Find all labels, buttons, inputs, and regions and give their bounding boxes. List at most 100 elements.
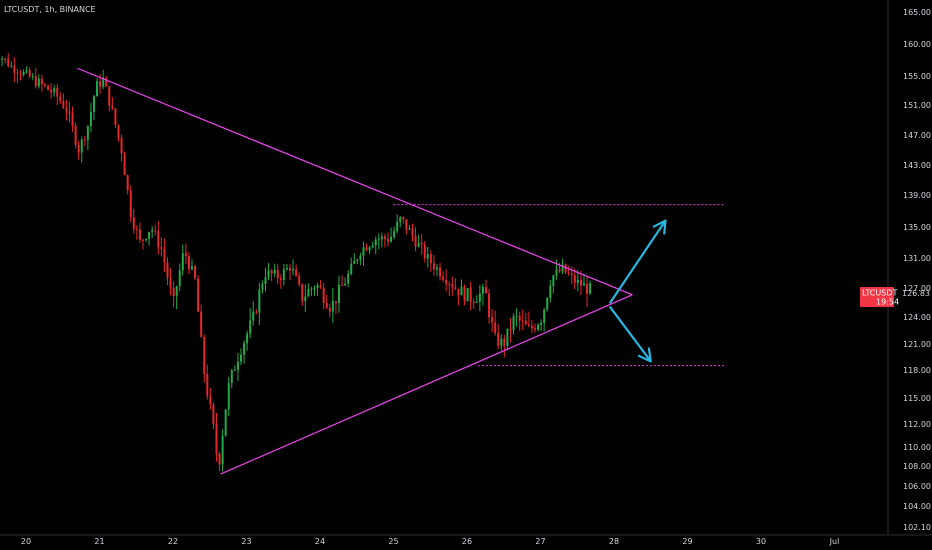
candle-body <box>350 263 353 274</box>
price-tick-label: 143.00 <box>903 161 931 170</box>
time-tick-label: 23 <box>241 537 251 546</box>
candle-body <box>420 242 423 245</box>
candle-body <box>34 76 37 87</box>
candle-body <box>19 73 22 75</box>
candle-body <box>429 254 432 264</box>
candle-body <box>132 217 135 229</box>
candle-body <box>356 259 359 261</box>
candle-body <box>276 269 279 279</box>
candle-body <box>331 301 334 312</box>
candle-body <box>589 283 592 294</box>
candle-body <box>53 88 56 93</box>
candle-body <box>157 231 160 248</box>
candle-body <box>89 111 92 127</box>
candle-body <box>16 72 19 74</box>
candle-body <box>108 86 111 106</box>
lower-trendline[interactable] <box>220 294 633 475</box>
candle-body <box>509 328 512 331</box>
candle-body <box>411 228 414 236</box>
candle-body <box>50 89 53 93</box>
candle-body <box>337 284 340 303</box>
price-tick-label: 131.00 <box>903 254 931 263</box>
candle-body <box>558 269 561 272</box>
candle-body <box>215 423 218 454</box>
candle-body <box>579 279 582 286</box>
candle-body <box>561 264 564 272</box>
candle-body <box>10 65 13 67</box>
candle-body <box>37 78 40 87</box>
candle-body <box>62 101 65 108</box>
candle-body <box>172 287 175 296</box>
candle-body <box>435 267 438 270</box>
candle-body <box>154 230 157 232</box>
candle-body <box>71 113 74 127</box>
candle-body <box>521 320 524 322</box>
candle-body <box>190 266 193 270</box>
candle-body <box>194 266 197 279</box>
candle-body <box>426 254 429 259</box>
candle-body <box>86 126 89 140</box>
candle-body <box>120 137 123 154</box>
candle-body <box>282 269 285 281</box>
breakout-up-arrow[interactable] <box>609 219 667 304</box>
candle-body <box>65 107 68 112</box>
breakdown-down-arrow[interactable] <box>609 306 652 363</box>
candle-body <box>7 59 10 67</box>
candle-body <box>203 336 206 374</box>
candle-body <box>537 324 540 330</box>
candle-body <box>1 58 4 60</box>
candle-body <box>402 217 405 220</box>
candle-body <box>380 236 383 240</box>
price-tick-label: 155.00 <box>903 72 931 81</box>
candle-body <box>301 284 304 302</box>
candle-body <box>546 298 549 310</box>
candle-body <box>292 269 295 271</box>
price-tick-label: 124.00 <box>903 313 931 322</box>
price-tag-symbol: LTCUSDT <box>862 289 897 298</box>
candle-body <box>543 309 546 323</box>
candle-body <box>22 71 25 75</box>
time-axis[interactable]: 20 21 22 23 24 25 26 27 28 29 30 Jul <box>21 537 839 546</box>
time-tick-label: 30 <box>756 537 766 546</box>
candle-body <box>377 239 380 241</box>
price-tick-label: 121.00 <box>903 340 931 349</box>
price-tag: LTCUSDT 19:54 <box>860 287 899 307</box>
time-tick-label: 22 <box>168 537 178 546</box>
candle-body <box>227 382 230 410</box>
price-tick-label: 110.00 <box>903 443 931 452</box>
candle-body <box>111 105 114 109</box>
candle-body <box>80 139 83 153</box>
candle-body <box>341 284 344 286</box>
candle-body <box>40 78 43 85</box>
candle-body <box>83 139 86 141</box>
price-axis[interactable]: 165.00 160.00 155.00 151.00 147.00 143.00 139.… <box>903 8 931 532</box>
candle-body <box>503 338 506 347</box>
candle-body <box>316 284 319 288</box>
candle-body <box>533 328 536 330</box>
candle-body <box>371 245 374 248</box>
candle-body <box>481 286 484 294</box>
upper-trendline[interactable] <box>77 67 633 296</box>
candle-body <box>582 283 585 286</box>
candle-body <box>31 76 34 78</box>
candle-body <box>347 273 350 284</box>
candle-body <box>267 270 270 278</box>
candle-body <box>353 260 356 264</box>
candle-body <box>197 278 200 312</box>
candle-body <box>126 175 129 191</box>
candle-body <box>408 228 411 230</box>
price-tag-countdown: 19:54 <box>876 298 899 307</box>
candle-body <box>527 324 530 326</box>
candle-body <box>439 267 442 277</box>
candle-body <box>25 70 28 72</box>
time-tick-label: 29 <box>682 537 692 546</box>
candle-body <box>273 269 276 274</box>
time-tick-label: 28 <box>609 537 619 546</box>
drawing-layer[interactable] <box>77 67 725 475</box>
candle-body <box>200 311 203 337</box>
candle-body <box>564 264 567 273</box>
candle-body <box>99 81 102 87</box>
candle-body <box>43 84 46 86</box>
symbol-header[interactable]: LTCUSDT, 1h, BINANCE <box>4 5 96 14</box>
